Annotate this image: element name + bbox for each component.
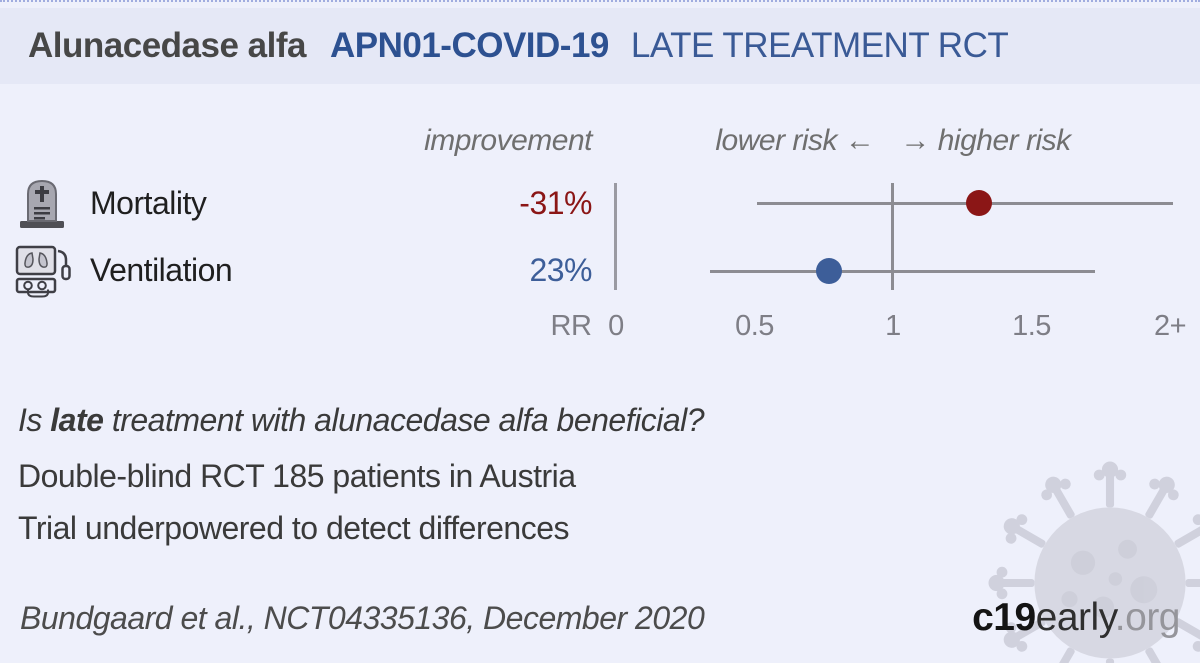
axis-tick-05: 0.5 <box>735 310 774 342</box>
mortality-point <box>965 190 992 216</box>
site-logo-regular: early <box>1035 596 1116 639</box>
zero-divider-line <box>614 183 617 290</box>
power-note-line: Trial underpowered to detect differences <box>18 510 570 546</box>
ventilator-icon <box>14 244 72 298</box>
lower-risk-label: lower risk ← <box>715 124 875 157</box>
drug-name: Alunacedase alfa <box>28 26 306 65</box>
tombstone-icon <box>18 177 66 229</box>
risk-direction-labels: lower risk ← → higher risk <box>640 124 1146 158</box>
axis-label-rr: RR <box>550 310 592 342</box>
question-prefix: Is <box>18 402 42 438</box>
question-rest: treatment with alunacedase alfa benefici… <box>111 402 705 438</box>
citation-line: Bundgaard et al., NCT04335136, December … <box>20 600 705 636</box>
site-logo: c19early.org <box>972 596 1180 640</box>
improvement-value-mortality: -31% <box>519 185 592 221</box>
coronavirus-watermark-icon <box>975 448 1200 663</box>
study-detail-line: Double-blind RCT 185 patients in Austria <box>18 458 576 494</box>
header-band: Alunacedase alfa APN01-COVID-19 LATE TRE… <box>0 8 1200 84</box>
question-line: Is late treatment with alunacedase alfa … <box>18 402 705 439</box>
outcome-label-mortality: Mortality <box>90 185 207 221</box>
axis-tick-0: 0 <box>608 310 624 342</box>
mortality-ci-line <box>757 201 1173 205</box>
trial-name: APN01-COVID-19 <box>329 26 609 65</box>
rr1-reference-line <box>891 183 894 290</box>
question-emphasis: late <box>50 402 104 438</box>
improvement-column-header: improvement <box>424 124 592 157</box>
axis-tick-1: 1 <box>885 310 901 342</box>
site-logo-suffix: .org <box>1114 596 1181 639</box>
treatment-stage-label: LATE TREATMENT RCT <box>630 26 1009 65</box>
axis-tick-15: 1.5 <box>1012 310 1051 342</box>
ventilation-point <box>816 258 843 284</box>
improvement-value-ventilation: 23% <box>529 252 592 288</box>
higher-risk-label: → higher risk <box>900 124 1071 157</box>
axis-tick-2plus: 2+ <box>1153 310 1187 342</box>
site-logo-bold: c19 <box>972 596 1036 639</box>
ventilation-ci-line <box>710 269 1096 273</box>
outcome-label-ventilation: Ventilation <box>90 252 233 288</box>
